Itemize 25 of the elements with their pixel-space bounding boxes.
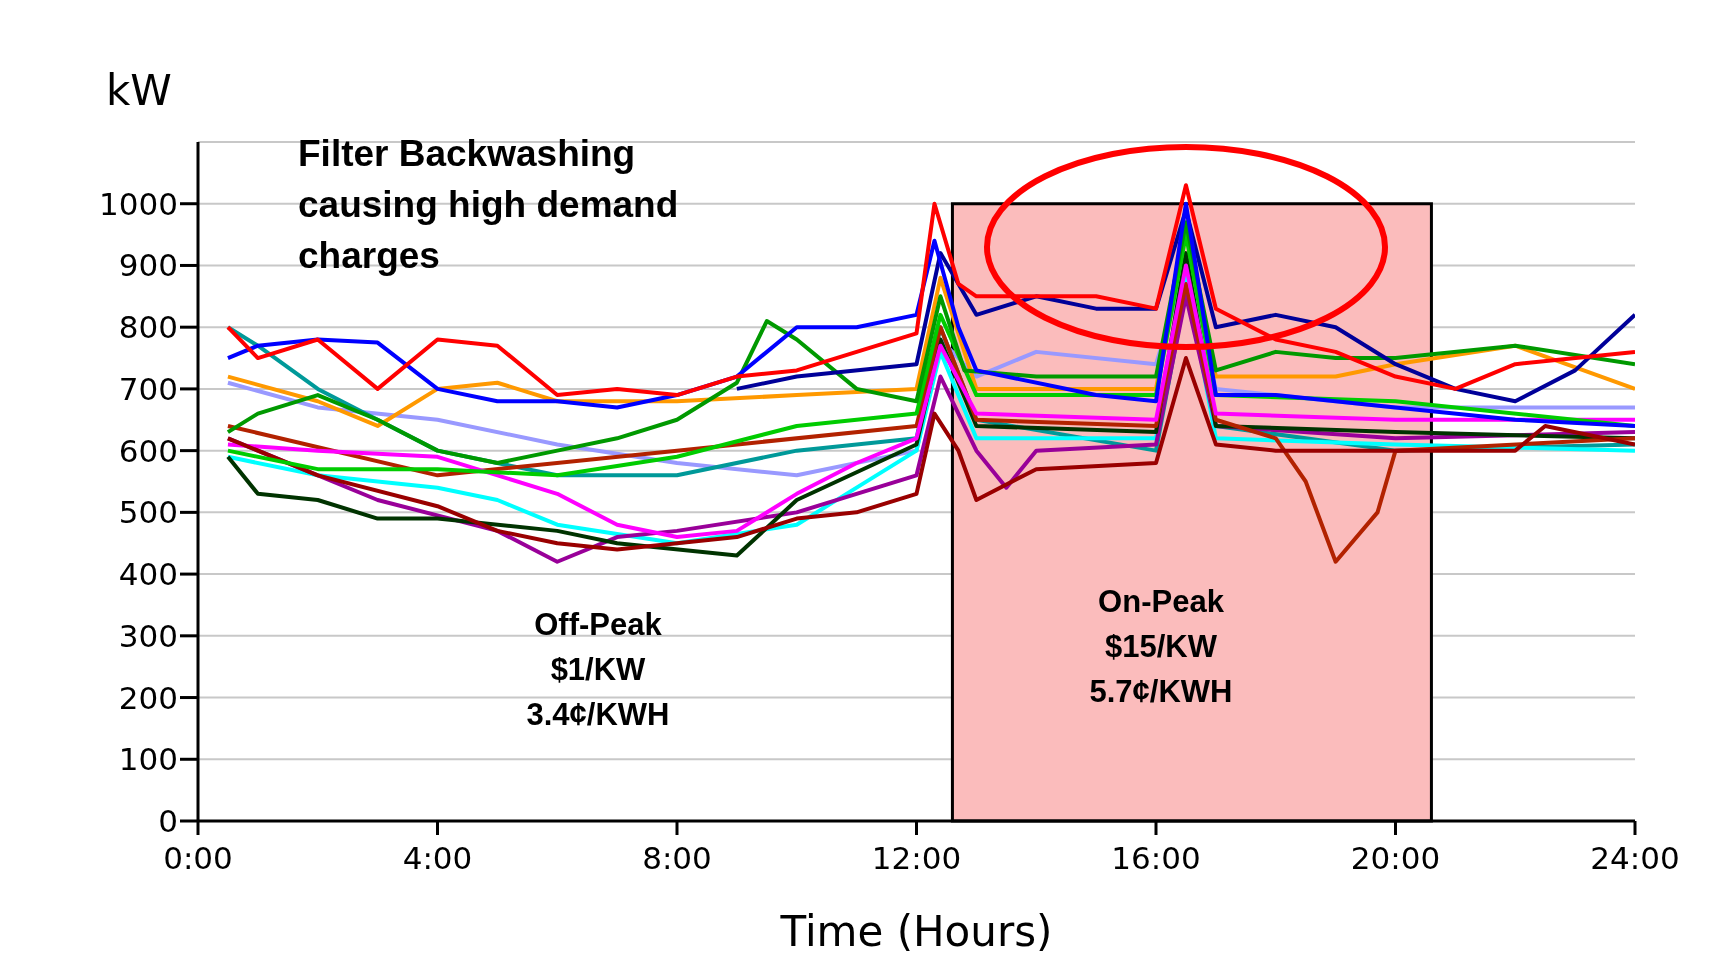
y-tick-label: 900 xyxy=(118,247,178,284)
x-tick-label: 4:00 xyxy=(402,840,473,877)
x-tick-label: 20:00 xyxy=(1350,840,1441,877)
x-tick-label: 8:00 xyxy=(642,840,712,877)
x-tick-label: 16:00 xyxy=(1111,840,1201,877)
y-tick-label: 500 xyxy=(118,494,178,531)
y-tick-label: 700 xyxy=(118,370,178,407)
line-series xyxy=(225,183,1635,398)
y-tick-label: 400 xyxy=(118,556,178,593)
line-series xyxy=(225,356,1635,552)
annotation: Filter Backwashing causing high demand charges xyxy=(298,132,680,279)
x-tick-label: 0:00 xyxy=(163,840,233,877)
y-axis-title: kW xyxy=(106,66,172,115)
x-axis-title: Time (Hours) xyxy=(779,907,1053,956)
annotation: On-Peak $15/KW 5.7¢/KWH xyxy=(1088,583,1234,711)
y-tick-label: 100 xyxy=(118,741,178,778)
x-tick-label: 12:00 xyxy=(871,840,962,877)
y-tick-label: 200 xyxy=(118,679,178,716)
y-tick-label: 300 xyxy=(118,617,178,654)
x-tick-label: 24:00 xyxy=(1590,840,1680,877)
y-tick-label: 800 xyxy=(118,309,178,346)
annotation: Off-Peak $1/KW 3.4¢/KWH xyxy=(525,606,671,734)
y-tick-label: 1000 xyxy=(99,185,178,222)
y-tick-label: 0 xyxy=(158,803,178,840)
y-tick-label: 600 xyxy=(118,432,178,469)
